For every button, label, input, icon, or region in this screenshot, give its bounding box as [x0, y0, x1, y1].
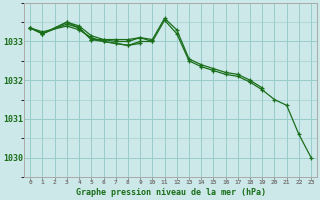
X-axis label: Graphe pression niveau de la mer (hPa): Graphe pression niveau de la mer (hPa) [76, 188, 266, 197]
